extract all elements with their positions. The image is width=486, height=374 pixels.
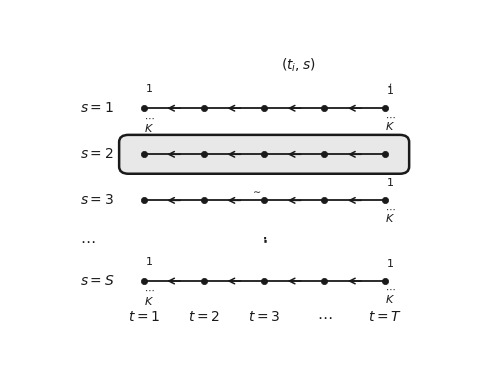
FancyBboxPatch shape bbox=[119, 135, 409, 174]
Text: $K$: $K$ bbox=[385, 120, 395, 132]
Text: $t=1$: $t=1$ bbox=[127, 310, 160, 324]
Text: $\cdots$: $\cdots$ bbox=[385, 285, 396, 294]
Text: $\cdot$: $\cdot$ bbox=[261, 231, 267, 251]
Text: $K$: $K$ bbox=[385, 293, 395, 305]
Text: $K$: $K$ bbox=[385, 212, 395, 224]
Text: $1$: $1$ bbox=[386, 84, 394, 96]
Text: $s{=}3$: $s{=}3$ bbox=[80, 193, 114, 208]
Text: $\cdots$: $\cdots$ bbox=[385, 113, 396, 122]
Text: $1$: $1$ bbox=[386, 176, 394, 188]
Text: $\cdots$: $\cdots$ bbox=[80, 234, 95, 248]
Text: $1$: $1$ bbox=[386, 257, 394, 269]
Text: $s{=}2$: $s{=}2$ bbox=[80, 147, 113, 161]
Text: $\sim$: $\sim$ bbox=[251, 186, 262, 195]
Text: $\cdots$: $\cdots$ bbox=[144, 113, 155, 122]
Text: $(t_i, s)$: $(t_i, s)$ bbox=[281, 56, 315, 74]
Text: $'$: $'$ bbox=[388, 82, 393, 95]
Text: $t=3$: $t=3$ bbox=[248, 310, 280, 324]
Text: $s = S$: $s = S$ bbox=[80, 274, 114, 288]
Text: $\cdots$: $\cdots$ bbox=[317, 310, 332, 324]
Text: $s{=}1$: $s{=}1$ bbox=[80, 101, 113, 115]
Text: $\cdots$: $\cdots$ bbox=[144, 286, 155, 295]
Text: $1$: $1$ bbox=[145, 82, 153, 94]
Text: $\cdots$: $\cdots$ bbox=[385, 205, 396, 214]
Text: $\cdot$: $\cdot$ bbox=[261, 228, 267, 247]
Text: $K$: $K$ bbox=[144, 295, 154, 307]
Text: $t=2$: $t=2$ bbox=[188, 310, 220, 324]
Text: $K$: $K$ bbox=[144, 122, 154, 134]
Text: $1$: $1$ bbox=[145, 255, 153, 267]
Text: $t=T$: $t=T$ bbox=[368, 310, 401, 324]
